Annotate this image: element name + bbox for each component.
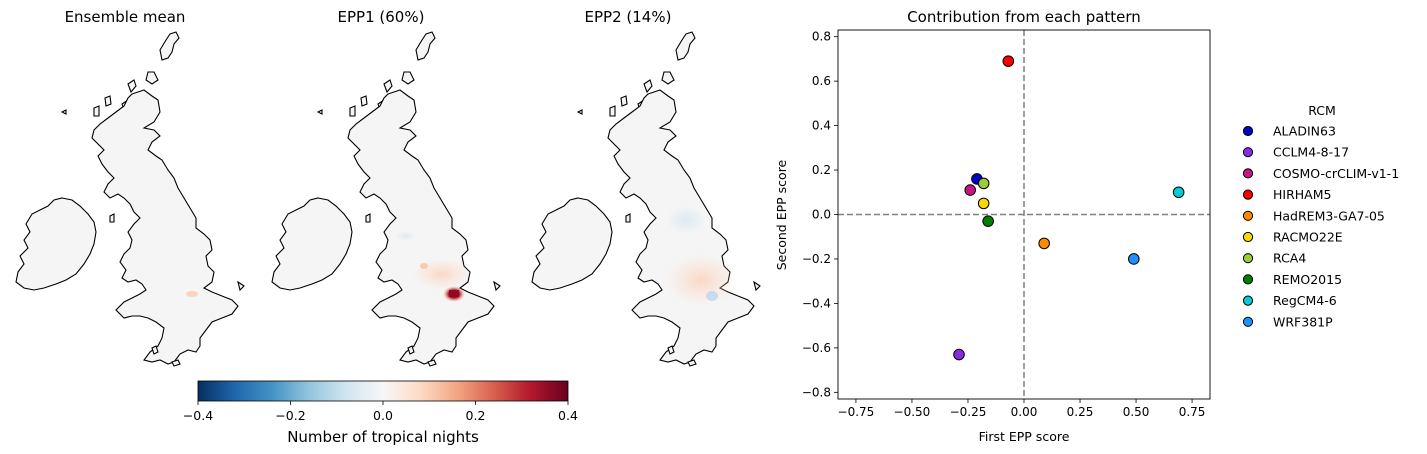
- y-tick-label: −0.6: [802, 341, 831, 355]
- legend-marker: [1242, 147, 1254, 158]
- legend: RCM ALADIN63 CCLM4-8-17 COSMO-crCLIM-v1-1 H…: [1242, 103, 1399, 329]
- legend-marker: [1242, 125, 1254, 137]
- map-panel-epp2: EPP2 (14%): [531, 8, 761, 367]
- point-hirham5: [1002, 55, 1015, 67]
- colorbar-tick-label: −0.4: [183, 408, 213, 423]
- map-panel-epp1: EPP1 (60%): [271, 8, 501, 367]
- anomaly-patch: [412, 258, 472, 290]
- legend-entry-label: ALADIN63: [1273, 124, 1336, 139]
- x-axis-label: First EPP score: [979, 429, 1070, 444]
- point-wrf381p: [1128, 253, 1140, 265]
- legend-entry-label: COSMO-crCLIM-v1-1: [1273, 166, 1399, 181]
- legend-marker: [1242, 295, 1254, 306]
- uk-coastline: [271, 31, 501, 367]
- uk-coastline: [531, 31, 761, 367]
- anomaly-patch: [396, 231, 416, 241]
- point-racmo22e: [977, 197, 990, 210]
- x-tick-label: 0.25: [1067, 405, 1094, 419]
- legend-entry-label: HadREM3-GA7-05: [1273, 208, 1385, 223]
- uk-coastline: [15, 31, 245, 367]
- point-remo2015: [982, 215, 994, 227]
- legend-entry-label: REMO2015: [1273, 272, 1342, 287]
- anomaly-patch: [666, 206, 706, 234]
- anomaly-hotspot-core: [449, 290, 459, 297]
- colorbar-tick-label: −0.2: [275, 408, 305, 423]
- point-hadrem3-ga7-05: [1038, 237, 1050, 250]
- colorbar-tick-label: 0.2: [466, 408, 486, 423]
- legend-marker: [1242, 316, 1254, 327]
- y-tick-label: 0.0: [812, 208, 831, 222]
- legend-entry-label: RACMO22E: [1273, 230, 1343, 245]
- y-tick-label: −0.2: [802, 252, 831, 266]
- colorbar-gradient: [197, 380, 569, 402]
- anomaly-patch: [186, 291, 198, 297]
- x-tick-label: 0.75: [1179, 405, 1206, 419]
- colorbar: −0.4 −0.2 0.0 0.2 0.4 Number of tropical nig…: [183, 380, 578, 446]
- map-panel-ensemble-mean: Ensemble mean: [15, 8, 245, 367]
- legend-entry-label: WRF381P: [1273, 314, 1333, 329]
- map-title-epp1: EPP1 (60%): [338, 8, 425, 26]
- point-cclm4-8-17: [953, 348, 965, 361]
- y-tick-label: −0.8: [802, 385, 831, 399]
- legend-marker: [1242, 274, 1254, 285]
- anomaly-patch: [706, 291, 718, 301]
- x-tick-label: 0.50: [1123, 405, 1150, 419]
- point-cosmo-crclim-v1-1: [964, 184, 977, 196]
- colorbar-label: Number of tropical nights: [287, 428, 479, 446]
- y-tick-label: 0.2: [812, 163, 831, 177]
- anomaly-patch: [665, 254, 737, 306]
- legend-marker: [1242, 231, 1254, 243]
- x-tick-label: −0.50: [894, 405, 931, 419]
- x-tick-label: 0.00: [1011, 405, 1038, 419]
- legend-entry-label: RegCM4-6: [1273, 293, 1337, 308]
- colorbar-tick-label: 0.0: [373, 408, 393, 423]
- y-tick-label: 0.4: [812, 119, 831, 133]
- legend-title: RCM: [1308, 103, 1336, 118]
- x-tick-label: −0.25: [950, 405, 987, 419]
- chart-title: Contribution from each pattern: [907, 8, 1141, 26]
- anomaly-patch: [420, 263, 428, 269]
- y-tick-label: −0.4: [802, 296, 831, 310]
- x-tick-label: −0.75: [838, 405, 875, 419]
- map-title-ensemble-mean: Ensemble mean: [65, 8, 186, 26]
- colorbar-tick-label: 0.4: [558, 408, 578, 423]
- legend-marker: [1242, 168, 1254, 179]
- legend-marker: [1242, 189, 1254, 200]
- point-regcm4-6: [1172, 186, 1185, 199]
- scatter-chart: Contribution from each pattern −0.75 −0.5…: [774, 8, 1211, 444]
- y-tick-label: 0.8: [812, 30, 831, 44]
- map-title-epp2: EPP2 (14%): [585, 8, 672, 26]
- point-rca4: [977, 177, 990, 190]
- legend-entry-label: CCLM4-8-17: [1273, 145, 1349, 160]
- y-axis-label: Second EPP score: [774, 159, 789, 270]
- y-tick-label: 0.6: [812, 74, 831, 88]
- legend-entry-label: HIRHAM5: [1273, 187, 1331, 202]
- legend-marker: [1242, 210, 1254, 221]
- legend-marker: [1242, 253, 1254, 264]
- legend-entry-label: RCA4: [1273, 251, 1306, 266]
